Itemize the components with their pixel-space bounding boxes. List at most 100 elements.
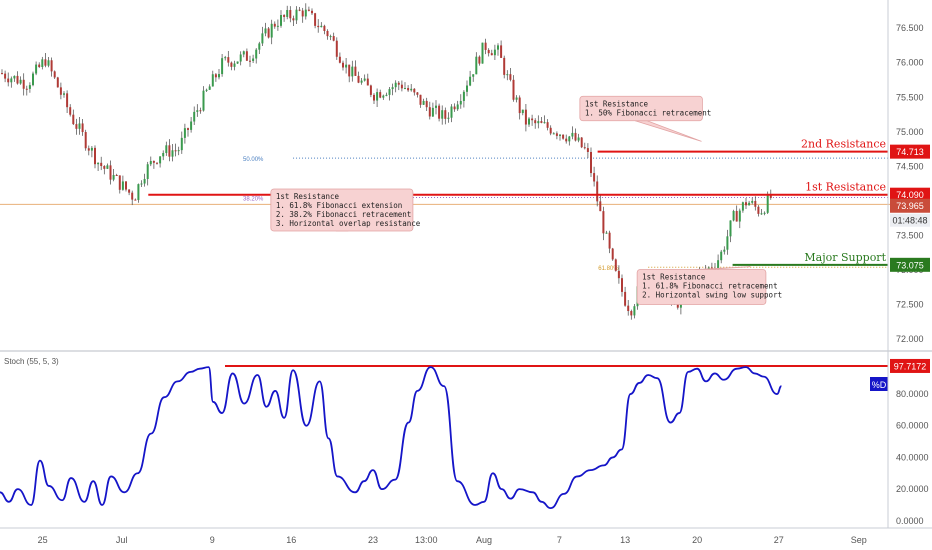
candle: [593, 166, 596, 187]
annotation-text: 2. Horizontal swing low support: [642, 291, 782, 300]
candle: [75, 118, 78, 135]
candle: [84, 129, 87, 151]
candle: [345, 58, 348, 74]
candle: [112, 168, 115, 182]
candle: [87, 145, 90, 156]
candle: [25, 85, 28, 96]
candle: [128, 189, 131, 196]
candle: [165, 141, 168, 156]
candle: [518, 95, 521, 120]
candle: [366, 73, 369, 86]
fib-label: 50.00%: [243, 157, 264, 163]
stoch-axis[interactable]: 0.0000 20.0000 40.0000 60.0000 80.0000: [896, 389, 929, 526]
candle: [472, 74, 475, 82]
candle: [735, 205, 738, 222]
candle: [540, 117, 543, 124]
candle: [428, 101, 431, 120]
candle: [624, 286, 627, 307]
candle: [531, 114, 534, 126]
candle: [149, 156, 152, 167]
candle: [174, 143, 177, 157]
candle: [599, 194, 602, 212]
stoch-level-text: 97.7172: [894, 361, 927, 371]
candle: [422, 98, 425, 106]
fibonacci-lines: 50.00% 38.20% 61.80%: [0, 157, 890, 272]
candle: [723, 246, 726, 255]
candle: [233, 60, 236, 71]
candle: [106, 163, 109, 170]
candle: [348, 64, 351, 83]
candle: [53, 70, 56, 79]
price-axis-tick: 73.500: [896, 230, 924, 240]
candle: [596, 175, 599, 207]
candle: [183, 123, 186, 144]
time-axis-tick: 25: [38, 535, 48, 545]
candle: [56, 76, 59, 88]
candle: [22, 73, 25, 96]
candle: [565, 134, 568, 144]
candle: [283, 14, 286, 22]
candle: [273, 21, 276, 29]
candle: [425, 97, 428, 111]
candle: [177, 146, 180, 156]
candle: [320, 22, 323, 28]
candle: [137, 183, 140, 203]
fib-label: 38.20%: [243, 196, 264, 202]
candle: [314, 12, 317, 29]
price-axis-tick: 72.000: [896, 334, 924, 344]
candle: [252, 54, 255, 63]
candle: [317, 19, 320, 33]
time-axis-tick: 9: [210, 535, 215, 545]
candle: [726, 229, 729, 255]
candle: [221, 54, 224, 77]
candle: [162, 150, 165, 161]
candle: [146, 161, 149, 186]
candle: [249, 55, 251, 67]
candle: [555, 131, 558, 140]
level-price-tag: [890, 144, 930, 159]
candle: [515, 95, 518, 103]
candle: [431, 102, 434, 118]
candle: [605, 230, 608, 234]
price-axis-tick: 75.000: [896, 127, 924, 137]
stoch-axis-tick: 60.0000: [896, 421, 929, 431]
candle: [109, 160, 112, 185]
candle: [295, 6, 298, 24]
candle: [202, 86, 205, 112]
stoch-level: 97.7172: [225, 358, 930, 373]
candle: [754, 196, 757, 211]
candle: [404, 82, 406, 90]
annotation-text: 1st Resistance: [642, 273, 706, 282]
time-axis-tick: 20: [692, 535, 702, 545]
time-axis[interactable]: 25 Jul 9 16 23 13:00 Aug 7 13 20 27 Sep: [38, 535, 867, 545]
candle: [152, 160, 155, 169]
candle: [72, 109, 75, 126]
current-price-text: 73.965: [896, 201, 924, 211]
candle: [410, 84, 413, 92]
candle: [28, 82, 31, 93]
candle: [481, 42, 484, 64]
candle: [357, 71, 360, 84]
candle: [509, 67, 512, 82]
candle: [100, 156, 103, 171]
candle: [441, 105, 444, 125]
price-axis[interactable]: 72.00072.50073.00073.50074.00074.50075.0…: [896, 23, 924, 344]
time-axis-tick: 13:00: [415, 535, 438, 545]
candle: [748, 200, 751, 206]
candle: [218, 68, 220, 80]
candle: [292, 15, 295, 27]
fib-label: 61.80%: [598, 266, 619, 272]
candle: [66, 90, 69, 113]
stoch-d-line[interactable]: [0, 366, 782, 510]
time-axis-tick: 13: [620, 535, 630, 545]
candle: [180, 131, 183, 154]
candle: [280, 10, 282, 28]
candle: [524, 103, 527, 132]
candle: [614, 258, 617, 272]
time-axis-tick: 27: [774, 535, 784, 545]
candle: [156, 162, 158, 165]
